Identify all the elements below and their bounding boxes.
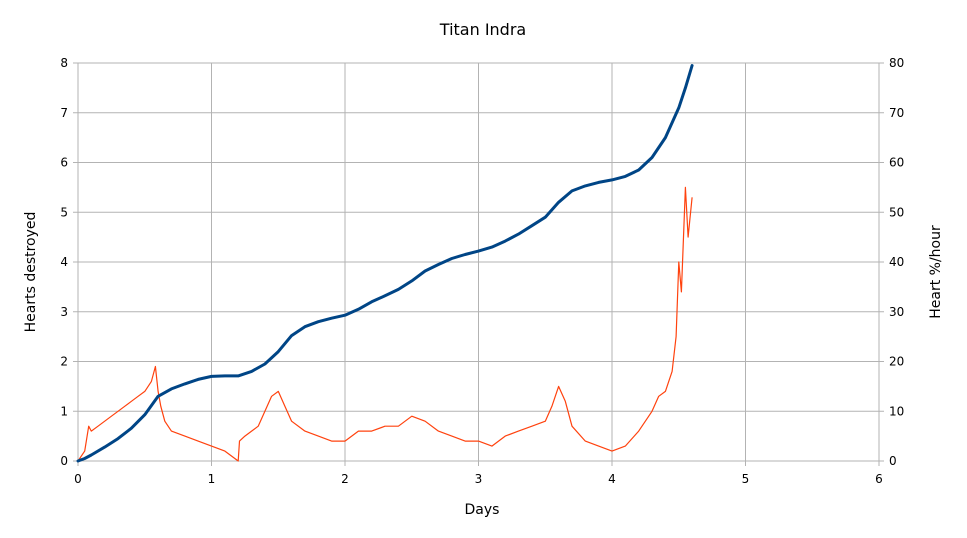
x-tick-labels: 0 1 2 3 4 5 6 [74, 472, 883, 486]
axes [73, 62, 884, 466]
x-tick-label: 6 [875, 472, 883, 486]
y-right-tick-label: 10 [889, 404, 904, 418]
y-left-axis-label: Hearts destroyed [23, 212, 39, 333]
x-tick-label: 0 [74, 472, 82, 486]
y-left-tick-label: 8 [60, 56, 68, 70]
y-right-axis-label: Heart %/hour [928, 225, 944, 319]
series-hearts-destroyed-line [76, 64, 694, 463]
y-right-tick-label: 40 [889, 255, 904, 269]
x-tick-label: 5 [742, 472, 750, 486]
y-left-tick-label: 1 [60, 404, 68, 418]
y-left-tick-label: 7 [60, 106, 68, 120]
y-right-tick-label: 80 [889, 56, 904, 70]
y-left-tick-label: 5 [60, 205, 68, 219]
y-left-tick-label: 4 [60, 255, 68, 269]
chart-title: Titan Indra [439, 20, 526, 39]
y-left-tick-labels: 0 1 2 3 4 5 6 7 8 [60, 56, 68, 468]
y-right-tick-label: 30 [889, 305, 904, 319]
y-left-tick-label: 0 [60, 454, 68, 468]
x-tick-label: 2 [341, 472, 349, 486]
y-right-tick-label: 50 [889, 205, 904, 219]
x-tick-label: 1 [208, 472, 216, 486]
y-right-tick-label: 20 [889, 355, 904, 369]
y-left-tick-label: 6 [60, 156, 68, 170]
x-tick-label: 3 [475, 472, 483, 486]
x-tick-label: 4 [608, 472, 616, 486]
series-heart-rate-line [77, 186, 693, 462]
y-right-tick-label: 0 [889, 454, 897, 468]
y-right-tick-label: 70 [889, 106, 904, 120]
series-group [76, 64, 694, 463]
y-right-tick-labels: 0 10 20 30 40 50 60 70 80 [889, 56, 904, 468]
x-axis-label: Days [465, 502, 500, 518]
y-left-tick-label: 3 [60, 305, 68, 319]
grid [77, 62, 880, 462]
y-right-tick-label: 60 [889, 156, 904, 170]
y-left-tick-label: 2 [60, 355, 68, 369]
